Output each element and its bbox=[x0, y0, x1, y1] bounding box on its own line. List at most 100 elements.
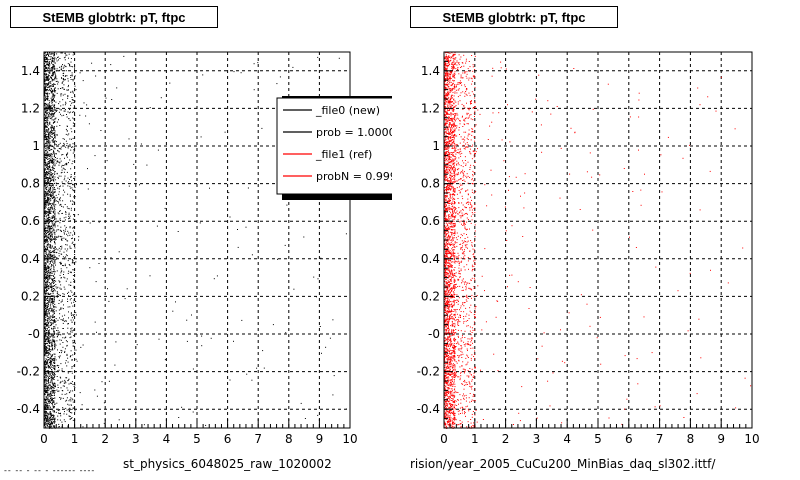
left-point bbox=[106, 160, 108, 162]
left-point bbox=[52, 303, 54, 305]
left-point bbox=[49, 251, 51, 253]
left-point bbox=[57, 419, 59, 421]
right-point bbox=[450, 301, 452, 302]
left-point bbox=[55, 230, 57, 232]
left-point bbox=[58, 111, 60, 113]
left-point bbox=[68, 284, 70, 286]
left-point bbox=[53, 138, 54, 140]
left-point bbox=[46, 338, 48, 340]
left-point bbox=[66, 171, 68, 173]
left-point bbox=[51, 207, 53, 209]
left-point bbox=[48, 106, 49, 108]
left-point bbox=[71, 99, 73, 100]
right-point bbox=[444, 109, 446, 111]
left-point bbox=[46, 370, 48, 372]
left-point bbox=[72, 407, 74, 409]
right-point bbox=[445, 307, 447, 309]
right-point bbox=[448, 338, 450, 340]
left-point bbox=[66, 393, 68, 395]
left-point bbox=[53, 308, 55, 310]
left-point bbox=[47, 274, 48, 276]
left-point bbox=[72, 269, 74, 271]
left-point bbox=[62, 390, 64, 392]
left-point bbox=[52, 203, 54, 205]
right-point bbox=[449, 71, 451, 73]
left-point bbox=[48, 216, 50, 218]
right-point bbox=[454, 377, 456, 379]
left-point bbox=[54, 95, 56, 97]
left-point bbox=[53, 307, 55, 308]
right-point bbox=[445, 321, 447, 323]
left-point bbox=[50, 104, 52, 106]
left-point bbox=[52, 188, 54, 190]
left-point bbox=[48, 115, 50, 117]
left-point bbox=[44, 123, 46, 125]
left-point bbox=[59, 376, 61, 378]
right-point bbox=[451, 161, 453, 162]
left-point bbox=[63, 217, 65, 219]
left-point bbox=[50, 421, 52, 422]
right-point bbox=[444, 229, 446, 231]
right-point bbox=[445, 111, 447, 113]
left-point bbox=[44, 311, 46, 313]
left-point bbox=[71, 97, 73, 98]
left-point bbox=[52, 275, 54, 276]
right-point bbox=[444, 402, 446, 404]
left-point bbox=[54, 107, 56, 108]
right-point bbox=[449, 164, 451, 166]
left-point bbox=[50, 234, 52, 236]
left-point bbox=[94, 155, 96, 157]
left-point bbox=[57, 134, 58, 136]
left-point bbox=[55, 109, 57, 111]
left-point bbox=[118, 419, 120, 421]
right-point bbox=[450, 253, 452, 255]
right-point bbox=[446, 193, 448, 195]
left-point bbox=[68, 379, 69, 381]
left-point bbox=[47, 118, 49, 120]
left-point bbox=[51, 173, 53, 175]
left-point bbox=[48, 312, 50, 314]
left-point bbox=[54, 87, 56, 89]
left-point bbox=[48, 377, 49, 379]
left-point bbox=[50, 422, 52, 424]
left-point bbox=[123, 55, 125, 57]
left-point bbox=[51, 233, 53, 235]
left-point bbox=[73, 269, 75, 271]
left-point bbox=[50, 82, 52, 84]
left-point bbox=[71, 382, 73, 384]
left-point bbox=[51, 196, 53, 198]
left-point bbox=[48, 136, 49, 137]
left-point bbox=[57, 292, 59, 294]
left-point bbox=[224, 131, 226, 133]
left-point bbox=[65, 163, 67, 164]
left-point bbox=[49, 194, 51, 196]
left-point bbox=[49, 388, 51, 390]
right-point bbox=[454, 360, 456, 362]
left-point bbox=[72, 345, 74, 347]
right-point bbox=[449, 122, 450, 124]
left-point bbox=[49, 301, 51, 303]
left-point bbox=[47, 306, 48, 308]
left-point bbox=[67, 389, 69, 391]
left-point bbox=[60, 66, 62, 68]
left-point bbox=[51, 319, 53, 321]
right-point bbox=[447, 336, 449, 337]
left-point bbox=[46, 184, 48, 185]
left-point bbox=[47, 180, 49, 182]
right-point bbox=[445, 189, 447, 191]
left-point bbox=[67, 298, 68, 300]
right-point bbox=[451, 222, 453, 224]
left-point bbox=[72, 419, 74, 421]
left-point bbox=[50, 174, 52, 176]
left-point bbox=[54, 148, 56, 150]
left-point bbox=[46, 138, 47, 140]
left-point bbox=[44, 275, 46, 277]
left-point bbox=[48, 85, 50, 87]
left-point bbox=[46, 331, 48, 333]
left-point bbox=[45, 263, 47, 265]
left-point bbox=[76, 360, 78, 362]
right-point bbox=[447, 269, 449, 271]
left-point bbox=[44, 114, 46, 116]
left-point bbox=[70, 75, 72, 76]
left-point bbox=[71, 381, 73, 383]
